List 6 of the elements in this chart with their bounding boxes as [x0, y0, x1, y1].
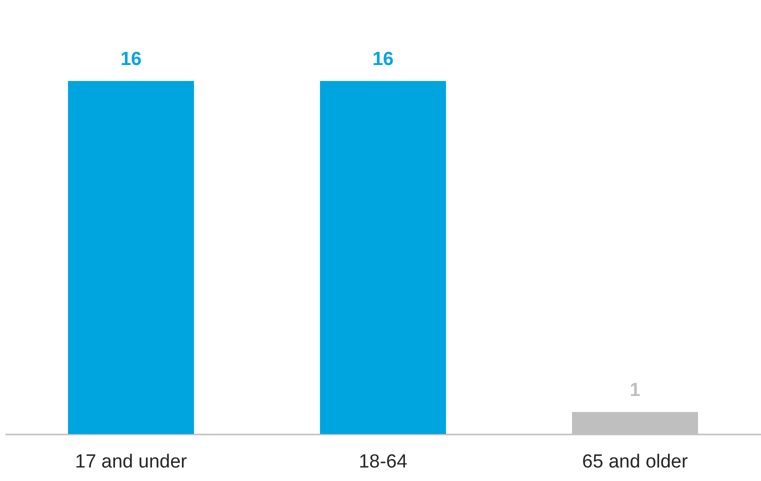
data-label: 16	[372, 49, 394, 70]
x-tick-label: 17 and under	[75, 452, 188, 472]
data-label: 16	[120, 49, 142, 70]
data-label: 1	[630, 380, 641, 401]
x-tick-label: 18-64	[358, 452, 408, 472]
x-tick-label: 65 and older	[582, 452, 688, 472]
